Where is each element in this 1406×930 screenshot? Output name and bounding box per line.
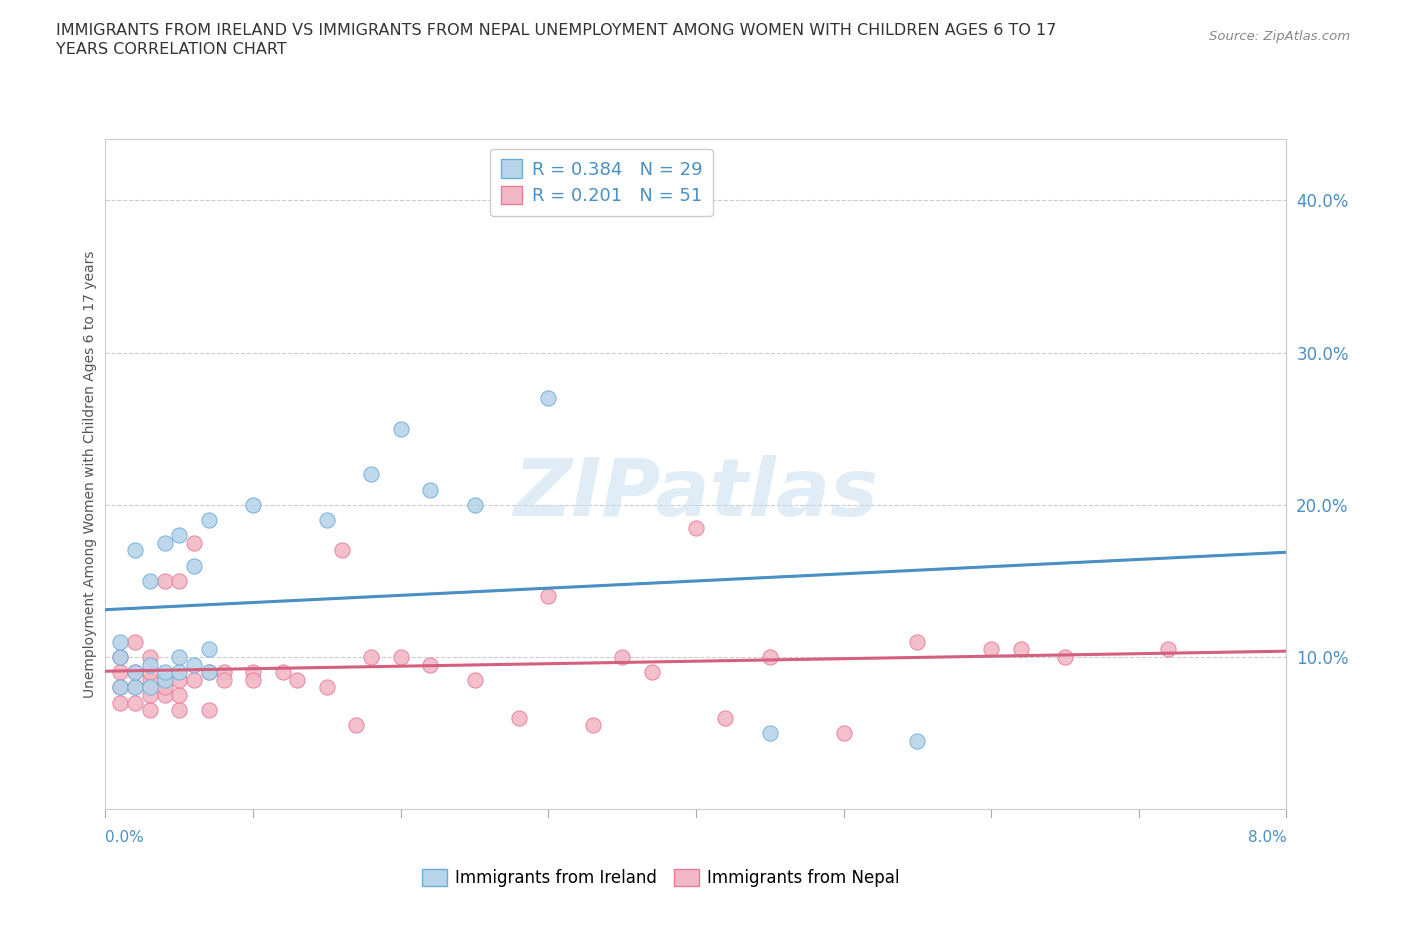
- Point: [980, 642, 1002, 657]
- Point: [110, 680, 132, 695]
- Point: [464, 498, 486, 512]
- Point: [138, 687, 162, 702]
- Point: [242, 665, 264, 680]
- Point: [330, 543, 353, 558]
- Point: [508, 711, 530, 725]
- Point: [138, 672, 162, 687]
- Legend: R = 0.384   N = 29, R = 0.201   N = 51: R = 0.384 N = 29, R = 0.201 N = 51: [491, 149, 713, 216]
- Point: [153, 574, 176, 589]
- Point: [110, 695, 132, 710]
- Point: [685, 520, 707, 535]
- Point: [197, 665, 219, 680]
- Point: [905, 733, 928, 748]
- Point: [197, 665, 219, 680]
- Point: [110, 649, 132, 664]
- Point: [197, 642, 219, 657]
- Point: [315, 680, 337, 695]
- Point: [212, 665, 235, 680]
- Point: [110, 680, 132, 695]
- Point: [537, 391, 560, 405]
- Point: [124, 665, 146, 680]
- Point: [419, 482, 441, 497]
- Point: [183, 558, 205, 573]
- Point: [153, 536, 176, 551]
- Text: IMMIGRANTS FROM IRELAND VS IMMIGRANTS FROM NEPAL UNEMPLOYMENT AMONG WOMEN WITH C: IMMIGRANTS FROM IRELAND VS IMMIGRANTS FR…: [56, 23, 1057, 38]
- Point: [153, 665, 176, 680]
- Point: [714, 711, 737, 725]
- Point: [153, 680, 176, 695]
- Point: [758, 649, 780, 664]
- Point: [169, 574, 191, 589]
- Point: [138, 574, 162, 589]
- Point: [124, 680, 146, 695]
- Text: 8.0%: 8.0%: [1247, 830, 1286, 844]
- Point: [138, 665, 162, 680]
- Point: [169, 649, 191, 664]
- Point: [169, 672, 191, 687]
- Point: [183, 672, 205, 687]
- Point: [389, 649, 412, 664]
- Point: [124, 634, 146, 649]
- Point: [1010, 642, 1032, 657]
- Text: 0.0%: 0.0%: [105, 830, 145, 844]
- Point: [169, 687, 191, 702]
- Legend: Immigrants from Ireland, Immigrants from Nepal: Immigrants from Ireland, Immigrants from…: [415, 862, 907, 894]
- Point: [271, 665, 294, 680]
- Point: [153, 687, 176, 702]
- Text: Source: ZipAtlas.com: Source: ZipAtlas.com: [1209, 30, 1350, 43]
- Point: [242, 672, 264, 687]
- Point: [138, 658, 162, 672]
- Point: [419, 658, 441, 672]
- Point: [832, 725, 855, 740]
- Point: [169, 527, 191, 542]
- Point: [640, 665, 664, 680]
- Point: [315, 512, 337, 527]
- Point: [110, 665, 132, 680]
- Point: [124, 680, 146, 695]
- Point: [183, 536, 205, 551]
- Point: [389, 421, 412, 436]
- Text: YEARS CORRELATION CHART: YEARS CORRELATION CHART: [56, 42, 287, 57]
- Y-axis label: Unemployment Among Women with Children Ages 6 to 17 years: Unemployment Among Women with Children A…: [83, 250, 97, 698]
- Point: [183, 658, 205, 672]
- Text: ZIPatlas: ZIPatlas: [513, 456, 879, 534]
- Point: [110, 634, 132, 649]
- Point: [581, 718, 603, 733]
- Point: [153, 672, 176, 687]
- Point: [464, 672, 486, 687]
- Point: [138, 703, 162, 718]
- Point: [242, 498, 264, 512]
- Point: [169, 665, 191, 680]
- Point: [138, 680, 162, 695]
- Point: [360, 467, 382, 482]
- Point: [537, 589, 560, 604]
- Point: [360, 649, 382, 664]
- Point: [197, 703, 219, 718]
- Point: [169, 703, 191, 718]
- Point: [197, 512, 219, 527]
- Point: [1157, 642, 1180, 657]
- Point: [610, 649, 633, 664]
- Point: [124, 543, 146, 558]
- Point: [212, 672, 235, 687]
- Point: [124, 665, 146, 680]
- Point: [138, 649, 162, 664]
- Point: [758, 725, 780, 740]
- Point: [124, 695, 146, 710]
- Point: [905, 634, 928, 649]
- Point: [287, 672, 309, 687]
- Point: [344, 718, 367, 733]
- Point: [1054, 649, 1077, 664]
- Point: [110, 649, 132, 664]
